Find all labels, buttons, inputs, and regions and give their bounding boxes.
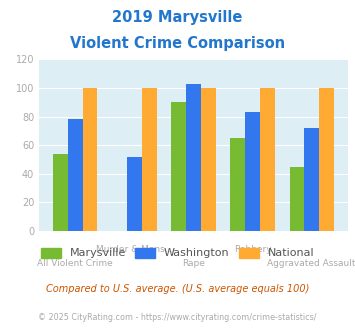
Text: Compared to U.S. average. (U.S. average equals 100): Compared to U.S. average. (U.S. average … [46,284,309,294]
Text: Murder & Mans...: Murder & Mans... [96,245,173,254]
Text: All Violent Crime: All Violent Crime [37,259,113,268]
Text: Aggravated Assault: Aggravated Assault [267,259,355,268]
Text: 2019 Marysville: 2019 Marysville [112,10,243,25]
Bar [142,88,157,231]
Bar [171,102,186,231]
Bar [53,154,68,231]
Bar [83,88,97,231]
Bar [230,138,245,231]
Text: Violent Crime Comparison: Violent Crime Comparison [70,36,285,51]
Text: Robbery: Robbery [234,245,272,254]
Bar [186,84,201,231]
Bar [290,167,304,231]
Text: © 2025 CityRating.com - https://www.cityrating.com/crime-statistics/: © 2025 CityRating.com - https://www.city… [38,314,317,322]
Bar [68,119,83,231]
Legend: Marysville, Washington, National: Marysville, Washington, National [37,243,318,263]
Bar [127,157,142,231]
Bar [260,88,275,231]
Bar [245,112,260,231]
Bar [319,88,334,231]
Text: Rape: Rape [182,259,205,268]
Bar [201,88,215,231]
Bar [304,128,319,231]
